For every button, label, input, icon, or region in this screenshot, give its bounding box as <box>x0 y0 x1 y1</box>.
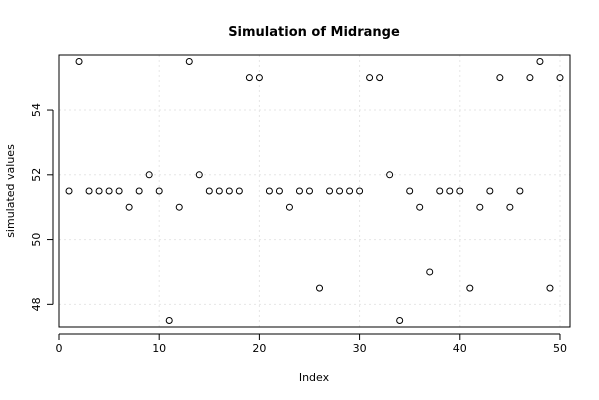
data-point-4 <box>95 187 103 195</box>
data-point-40 <box>456 187 464 195</box>
data-point-7 <box>125 203 133 211</box>
x-tick-label-1: 10 <box>152 342 166 355</box>
data-point-5 <box>105 187 113 195</box>
data-point-17 <box>225 187 233 195</box>
plot-frame <box>58 54 571 328</box>
data-point-46 <box>516 187 524 195</box>
data-point-34 <box>396 317 404 325</box>
data-point-43 <box>486 187 494 195</box>
x-axis-label: Index <box>299 371 330 384</box>
data-point-31 <box>366 74 374 82</box>
data-point-37 <box>426 268 434 276</box>
data-point-8 <box>135 187 143 195</box>
data-point-12 <box>175 203 183 211</box>
data-point-9 <box>145 171 153 179</box>
chart-title: Simulation of Midrange <box>228 25 400 40</box>
data-point-18 <box>235 187 243 195</box>
y-tick-label-0: 48 <box>30 297 43 311</box>
data-point-32 <box>376 74 384 82</box>
data-point-20 <box>255 74 263 82</box>
data-point-22 <box>275 187 283 195</box>
data-point-13 <box>185 57 193 65</box>
x-tick-label-5: 50 <box>553 342 567 355</box>
data-point-24 <box>295 187 303 195</box>
data-point-14 <box>195 171 203 179</box>
data-point-23 <box>285 203 293 211</box>
x-tick-label-0: 0 <box>56 342 63 355</box>
data-point-19 <box>245 74 253 82</box>
data-point-3 <box>85 187 93 195</box>
x-tick-label-4: 40 <box>453 342 467 355</box>
data-point-36 <box>416 203 424 211</box>
data-point-30 <box>356 187 364 195</box>
data-point-44 <box>496 74 504 82</box>
data-point-38 <box>436 187 444 195</box>
y-tick-label-2: 52 <box>30 168 43 182</box>
x-tick-label-2: 20 <box>252 342 266 355</box>
data-point-41 <box>466 284 474 292</box>
y-tick-label-1: 50 <box>30 233 43 247</box>
data-point-25 <box>305 187 313 195</box>
x-axis: 0 10 20 30 40 50 <box>56 333 567 355</box>
data-point-50 <box>556 74 564 82</box>
data-point-11 <box>165 317 173 325</box>
data-point-26 <box>316 284 324 292</box>
data-point-39 <box>446 187 454 195</box>
data-point-33 <box>386 171 394 179</box>
data-point-21 <box>265 187 273 195</box>
y-axis: 48 50 52 54 <box>30 103 54 311</box>
data-point-29 <box>346 187 354 195</box>
data-point-27 <box>326 187 334 195</box>
data-point-10 <box>155 187 163 195</box>
data-point-6 <box>115 187 123 195</box>
data-point-35 <box>406 187 414 195</box>
data-point-47 <box>526 74 534 82</box>
data-point-15 <box>205 187 213 195</box>
data-point-48 <box>536 57 544 65</box>
data-point-2 <box>75 57 83 65</box>
y-tick-label-3: 54 <box>30 103 43 117</box>
data-point-16 <box>215 187 223 195</box>
data-point-45 <box>506 203 514 211</box>
data-point-1 <box>65 187 73 195</box>
x-tick-label-3: 30 <box>353 342 367 355</box>
data-point-28 <box>336 187 344 195</box>
data-point-49 <box>546 284 554 292</box>
grid-layer <box>58 55 570 327</box>
points-layer <box>65 57 564 325</box>
data-point-42 <box>476 203 484 211</box>
y-axis-label: simulated values <box>4 144 17 238</box>
